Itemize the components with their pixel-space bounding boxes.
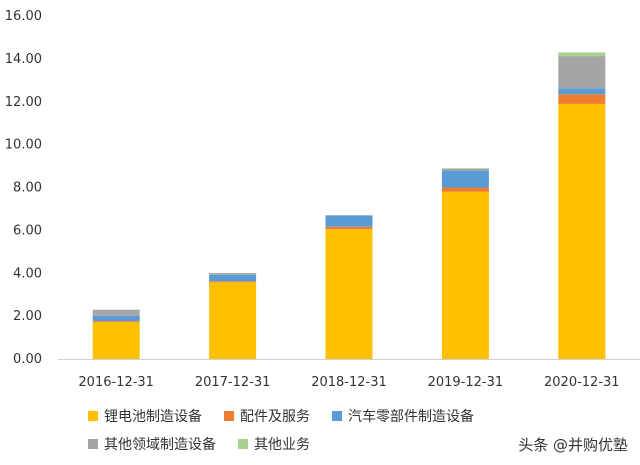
legend-item-other-field-equipment: 其他领域制造设备 [88,434,216,454]
stacked-bar-chart: 0.00 2.00 4.00 6.00 8.00 10.00 12.00 14.00 16.00… [5,9,640,390]
bar-segment-4 [441,168,489,171]
legend-swatch [238,439,248,449]
bar-segment-1 [441,191,489,359]
legend-label: 其他业务 [254,437,310,453]
bar-segment-2 [209,281,257,283]
bar-segment-4 [209,273,257,275]
legend-label: 配件及服务 [240,409,310,425]
bar-segment-2 [325,226,373,230]
bar-segment-3 [209,274,257,282]
legend-item-other-business: 其他业务 [238,434,310,454]
y-tick-label: 12.00 [5,95,42,110]
x-tick-label: 2018-12-31 [311,375,387,390]
legend-item-auto-parts-equipment: 汽车零部件制造设备 [332,406,474,426]
x-tick-label: 2017-12-31 [195,375,271,390]
bar-segment-1 [558,103,606,359]
watermark: 头条 @并购优塾 [518,436,628,454]
bar-segment-1 [209,282,257,359]
bar-segment-2 [441,187,489,192]
bar-segment-2 [92,321,140,323]
bar-segment-4 [92,309,140,316]
y-tick-label: 14.00 [5,52,42,67]
legend-label: 汽车零部件制造设备 [348,409,474,425]
y-tick-label: 10.00 [5,138,42,153]
bar-segment-5 [558,52,606,57]
y-tick-label: 8.00 [13,181,42,196]
legend-row-1: 锂电池制造设备 配件及服务 汽车零部件制造设备 [88,402,608,430]
x-tick-label: 2016-12-31 [78,375,154,390]
chart-legend: 锂电池制造设备 配件及服务 汽车零部件制造设备 其他领域制造设备 其他业务 [88,402,608,458]
legend-item-parts-and-services: 配件及服务 [224,406,310,426]
legend-swatch [88,439,98,449]
legend-swatch [332,411,342,421]
legend-swatch [224,411,234,421]
bar-segment-3 [325,215,373,227]
y-tick-label: 4.00 [13,266,42,281]
bar-segment-1 [92,322,140,359]
bar-segment-2 [558,94,606,104]
bar-segment-3 [441,170,489,188]
bar-segment-3 [558,88,606,95]
y-tick-label: 2.00 [13,309,42,324]
bar-segment-4 [558,56,606,89]
legend-item-lithium-battery-equipment: 锂电池制造设备 [88,406,202,426]
y-tick-label: 6.00 [13,223,42,238]
y-tick-label: 16.00 [5,9,42,24]
x-tick-label: 2019-12-31 [428,375,504,390]
legend-label: 锂电池制造设备 [104,409,202,425]
legend-swatch [88,411,98,421]
legend-row-2: 其他领域制造设备 其他业务 [88,430,608,458]
bar-segment-3 [92,315,140,322]
y-tick-label: 0.00 [13,352,42,367]
x-tick-label: 2020-12-31 [544,375,620,390]
bar-segment-1 [325,229,373,359]
legend-label: 其他领域制造设备 [104,437,216,453]
